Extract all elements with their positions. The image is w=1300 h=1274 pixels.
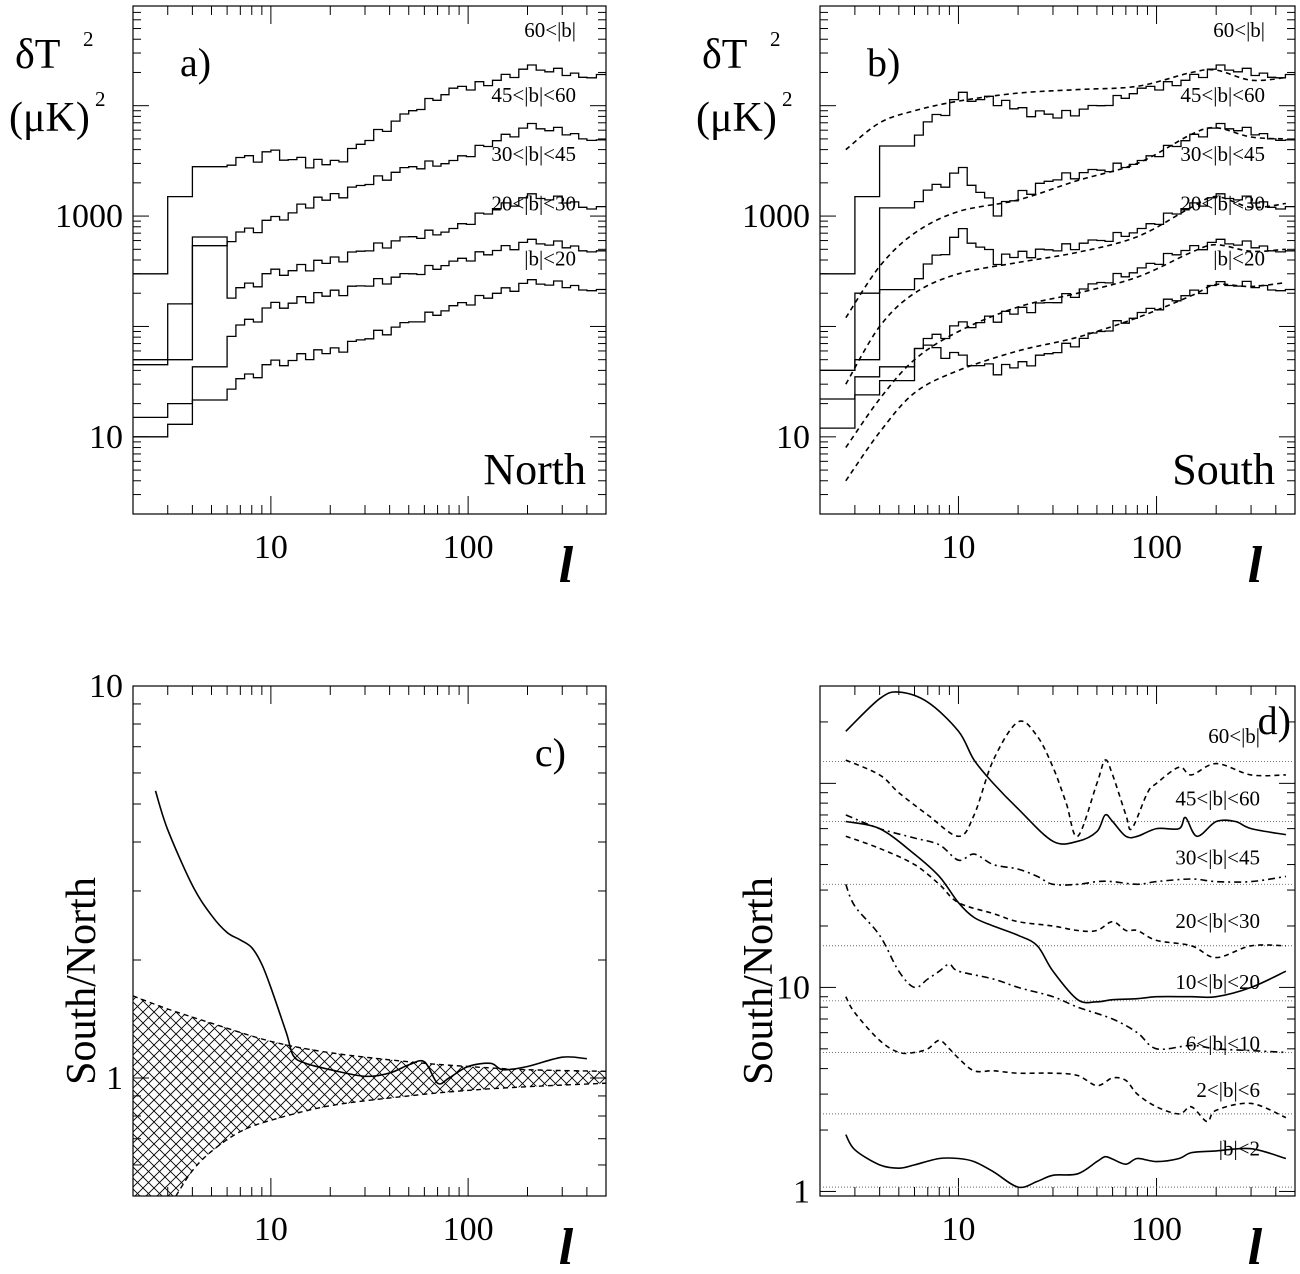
curve-label: |b|<2 — [1219, 1137, 1260, 1161]
panel-label: a) — [180, 40, 211, 85]
ratio-curve-8 — [845, 1134, 1287, 1189]
curve-label: 30<|b|<45 — [491, 142, 576, 166]
spectrum-line-1 — [820, 64, 1295, 275]
model-curve-5 — [845, 281, 1286, 482]
spectrum-line-2 — [133, 122, 606, 361]
y-axis-label-unit: (μK) — [696, 95, 777, 141]
curve-label: |b|<20 — [1213, 246, 1265, 270]
curve-label: 6<|b|<10 — [1186, 1032, 1260, 1056]
ratio-curve-4 — [845, 835, 1286, 959]
ratio-curve-6 — [845, 883, 1286, 1054]
series-group-b — [820, 64, 1295, 482]
y-tick-label: 10 — [776, 969, 810, 1006]
curve-label: 30<|b|<45 — [1175, 846, 1260, 870]
panel-a: 10 100 10 1000 l 60<|b| 45<|b|<60 30<|b|<45 20<|… — [9, 5, 607, 594]
curve-label: 60<|b| — [524, 18, 576, 42]
spectrum-line-5 — [133, 279, 606, 438]
y-tick-label: 10 — [776, 419, 810, 456]
y-tick-label: 1 — [106, 1060, 123, 1097]
region-label: South — [1172, 445, 1275, 494]
curve-label: 60<|b| — [1208, 724, 1260, 748]
y-axis-label-unit-sup: 2 — [782, 87, 793, 111]
x-tick-label: 100 — [1131, 529, 1182, 566]
ratio-curve-3 — [845, 814, 1287, 886]
panel-d: 10 100 1 10 l 60<|b| 45<|b|<60 30<|b|<45 20<|b|<… — [736, 685, 1296, 1274]
x-axis-label: l — [1248, 537, 1263, 594]
curve-label: 30<|b|<45 — [1180, 142, 1265, 166]
panel-label: d) — [1258, 698, 1291, 743]
x-axis-label: l — [1248, 1219, 1263, 1269]
panel-label: c) — [535, 730, 566, 775]
spectrum-line-3 — [133, 193, 606, 366]
ratio-curve — [154, 790, 587, 1085]
x-tick-label: 10 — [254, 1211, 288, 1248]
curve-label: 2<|b|<6 — [1196, 1078, 1260, 1102]
ratio-curve-2 — [845, 691, 1287, 845]
curve-label: 45<|b|<60 — [491, 83, 576, 107]
y-tick-label: 1000 — [742, 198, 810, 235]
band-upper-edge — [133, 995, 606, 1072]
panel-label: b) — [867, 40, 900, 85]
spectrum-line-2 — [820, 122, 1295, 372]
curve-label: 60<|b| — [1213, 18, 1265, 42]
model-curve-4 — [845, 243, 1286, 448]
region-label: North — [483, 445, 586, 494]
plot-frame-c — [132, 685, 607, 1197]
spectrum-line-1 — [133, 64, 606, 275]
y-tick-label: 10 — [89, 419, 123, 456]
y-tick-label: 1000 — [55, 198, 123, 235]
curve-label: |b|<20 — [524, 246, 576, 270]
x-tick-label: 10 — [254, 529, 288, 566]
y-tick-label: 10 — [89, 668, 123, 705]
spectrum-line-4 — [820, 238, 1295, 400]
spectrum-line-5 — [820, 280, 1295, 429]
panel-b: 10 100 10 1000 l 60<|b| 45<|b|<60 30<|b|<45 20<|… — [696, 5, 1296, 594]
model-curve-1 — [845, 68, 1286, 151]
x-tick-label: 10 — [941, 529, 975, 566]
series-group-c — [133, 790, 606, 1196]
y-axis-label-top-sup: 2 — [83, 27, 94, 51]
curve-label: 10<|b|<20 — [1175, 970, 1260, 994]
x-tick-label: 100 — [1131, 1211, 1182, 1248]
y-axis-label: South/North — [59, 877, 105, 1085]
x-tick-label: 10 — [941, 1211, 975, 1248]
x-axis-label: l — [559, 537, 574, 594]
y-axis-label-top-sup: 2 — [770, 27, 781, 51]
spectrum-line-4 — [133, 238, 606, 419]
y-axis-label-unit-sup: 2 — [95, 87, 106, 111]
ratio-curve-5 — [845, 820, 1287, 1004]
model-curve-3 — [845, 195, 1286, 385]
y-axis-label-top: δT — [702, 32, 747, 78]
plot-frame-d — [819, 685, 1296, 1197]
y-axis-label-unit: (μK) — [9, 95, 90, 141]
curve-label: 45<|b|<60 — [1180, 83, 1265, 107]
curve-label: 45<|b|<60 — [1175, 786, 1260, 810]
curve-label: 20<|b|<30 — [1180, 192, 1265, 216]
ratio-curve-7 — [845, 996, 1287, 1123]
curve-label: 20<|b|<30 — [491, 192, 576, 216]
x-tick-label: 100 — [443, 1211, 494, 1248]
y-tick-label: 1 — [793, 1173, 810, 1210]
curve-label: 20<|b|<30 — [1175, 909, 1260, 933]
series-group-d — [820, 691, 1295, 1189]
model-curve-2 — [845, 126, 1286, 319]
ratio-curve-1 — [845, 720, 1286, 838]
spectrum-line-3 — [820, 193, 1295, 372]
x-axis-label: l — [559, 1219, 574, 1269]
uncertainty-band — [133, 995, 606, 1196]
x-tick-label: 100 — [443, 529, 494, 566]
series-group-a — [133, 64, 606, 438]
y-axis-label: South/North — [736, 877, 782, 1085]
y-axis-label-top: δT — [15, 32, 60, 78]
panel-c: 10 100 1 10 l c) South/North — [59, 668, 607, 1274]
